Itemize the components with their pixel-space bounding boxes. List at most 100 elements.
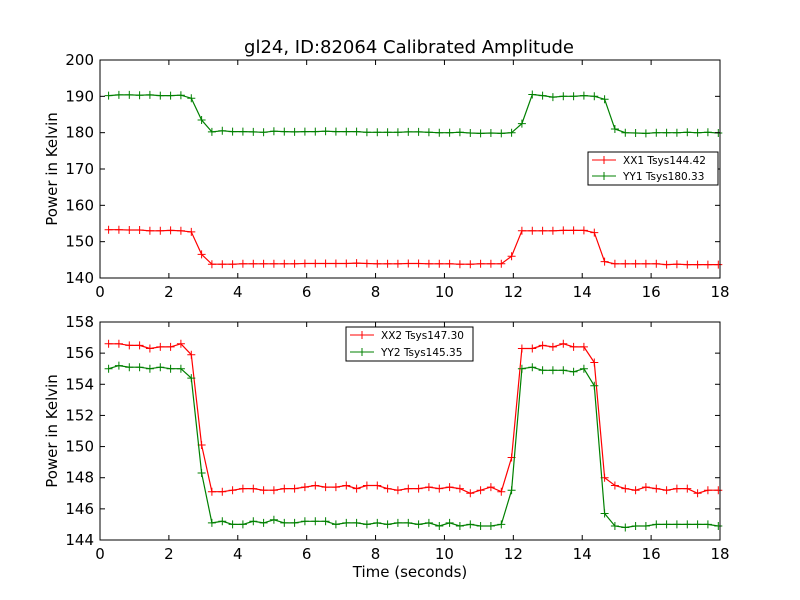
data-point bbox=[404, 518, 413, 527]
y-tick-label: 190 bbox=[65, 87, 94, 105]
data-point bbox=[135, 363, 144, 372]
data-point bbox=[693, 520, 702, 529]
data-point bbox=[662, 128, 671, 137]
data-point bbox=[156, 91, 165, 100]
data-point bbox=[652, 484, 661, 493]
y-tick-label: 180 bbox=[65, 124, 94, 142]
data-point bbox=[641, 522, 650, 530]
data-point bbox=[579, 342, 588, 351]
x-tick-label: 8 bbox=[371, 283, 381, 301]
x-tick-label: 8 bbox=[371, 545, 381, 563]
data-point bbox=[528, 90, 537, 99]
legend-label-yy2: YY2 Tsys145.35 bbox=[380, 347, 462, 359]
data-point bbox=[300, 259, 309, 268]
data-point bbox=[497, 487, 506, 496]
data-point bbox=[538, 366, 547, 375]
x-tick-label: 16 bbox=[642, 283, 661, 301]
data-point bbox=[249, 127, 258, 136]
data-point bbox=[176, 339, 185, 348]
data-point bbox=[672, 520, 681, 529]
data-point bbox=[404, 484, 413, 493]
data-point bbox=[621, 128, 630, 137]
data-point bbox=[228, 486, 237, 495]
data-point bbox=[693, 489, 702, 498]
x-tick-label: 6 bbox=[302, 283, 312, 301]
data-point bbox=[249, 484, 258, 493]
data-point bbox=[259, 486, 268, 495]
data-point bbox=[331, 483, 340, 492]
x-tick-label: 18 bbox=[710, 283, 729, 301]
series-line-0-1 bbox=[108, 93, 719, 135]
data-point bbox=[424, 483, 433, 492]
data-point bbox=[538, 91, 547, 100]
data-point bbox=[176, 226, 185, 235]
data-point bbox=[331, 520, 340, 529]
data-point bbox=[528, 344, 537, 353]
data-point bbox=[579, 226, 588, 235]
data-point bbox=[600, 257, 609, 266]
data-point bbox=[662, 520, 671, 529]
data-point bbox=[104, 364, 113, 373]
data-point bbox=[517, 226, 526, 235]
data-point bbox=[218, 126, 227, 135]
data-point bbox=[590, 92, 599, 101]
data-point bbox=[300, 517, 309, 526]
x-tick-label: 0 bbox=[95, 283, 105, 301]
data-point bbox=[197, 469, 206, 477]
data-point bbox=[476, 129, 485, 138]
top-legend: XX1 Tsys144.42 YY1 Tsys180.33 bbox=[587, 151, 719, 186]
bottom-legend-box bbox=[345, 326, 474, 362]
data-point bbox=[693, 128, 702, 137]
data-point bbox=[249, 259, 258, 268]
data-point bbox=[466, 260, 475, 269]
data-point bbox=[373, 518, 382, 527]
data-point bbox=[290, 518, 299, 527]
x-tick-label: 2 bbox=[164, 545, 174, 563]
data-point bbox=[548, 93, 557, 102]
data-point bbox=[187, 350, 196, 359]
data-point bbox=[249, 517, 258, 526]
data-point bbox=[259, 518, 268, 527]
data-point bbox=[528, 226, 537, 235]
data-point bbox=[517, 364, 526, 373]
data-point bbox=[672, 260, 681, 269]
data-point bbox=[610, 259, 619, 268]
data-point bbox=[631, 129, 640, 137]
data-point bbox=[445, 518, 454, 527]
data-point bbox=[145, 90, 154, 99]
data-point bbox=[280, 484, 289, 493]
data-point bbox=[703, 128, 712, 137]
data-point bbox=[145, 364, 154, 373]
data-point bbox=[455, 484, 464, 493]
data-point bbox=[476, 522, 485, 530]
data-point bbox=[414, 520, 423, 529]
data-point bbox=[672, 128, 681, 137]
data-point bbox=[476, 259, 485, 268]
bottom-legend: XX2 Tsys147.30 YY2 Tsys145.35 bbox=[345, 326, 474, 362]
data-point bbox=[352, 518, 361, 527]
data-point bbox=[269, 259, 278, 268]
data-point bbox=[703, 520, 712, 529]
data-point bbox=[125, 226, 134, 234]
bottom-plot-ticks: 0 2 4 6 8 10 12 14 16 18 144 146 148 150 152 154 156 158 bbox=[65, 313, 729, 563]
data-point bbox=[393, 128, 402, 137]
data-point bbox=[104, 91, 113, 100]
chart-title: gl24, ID:82064 Calibrated Amplitude bbox=[244, 37, 574, 58]
data-point bbox=[683, 520, 692, 529]
data-point bbox=[187, 227, 196, 236]
data-point bbox=[125, 363, 134, 372]
series-line-1-0 bbox=[108, 343, 719, 494]
top-plot-series bbox=[104, 90, 723, 269]
y-tick-label: 170 bbox=[65, 160, 94, 178]
x-tick-label: 14 bbox=[573, 283, 592, 301]
data-point bbox=[714, 522, 723, 530]
data-point bbox=[559, 366, 568, 375]
data-point bbox=[197, 116, 206, 124]
data-point bbox=[393, 486, 402, 495]
data-point bbox=[714, 486, 723, 495]
data-point bbox=[269, 515, 278, 524]
x-tick-label: 0 bbox=[95, 545, 105, 563]
data-point bbox=[414, 259, 423, 268]
data-point bbox=[497, 129, 506, 138]
data-point bbox=[156, 363, 165, 372]
